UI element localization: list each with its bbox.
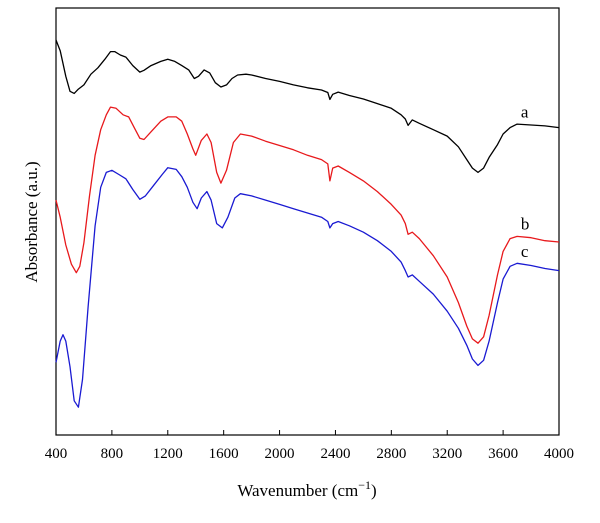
- series-label-c: c: [521, 242, 529, 261]
- x-axis-tick-labels: 400 800 1200 1600 2000 2400 2800 3200 3600 4000: [45, 446, 574, 462]
- x-tick-label: 400: [45, 446, 68, 462]
- x-tick-label: 3600: [488, 446, 518, 462]
- series-label-b: b: [521, 215, 530, 234]
- x-axis-ticks: [55, 430, 560, 435]
- x-tick-label: 800: [101, 446, 124, 462]
- y-axis-label: Absorbance (a.u.): [22, 161, 41, 282]
- plot-frame: [55, 7, 560, 436]
- x-tick-label: 2400: [320, 446, 350, 462]
- series-labels: a bc: [521, 102, 530, 260]
- series-line-c: [55, 167, 560, 408]
- series-label-a: a: [521, 102, 529, 121]
- x-axis-label-superscript: −1: [358, 478, 371, 492]
- x-axis-label: Wavenumber (cm−1): [237, 478, 376, 500]
- series-line-a: [55, 39, 560, 174]
- series-line-b: [55, 106, 560, 344]
- x-axis-label-suffix: ): [371, 481, 377, 500]
- x-axis-label-text: Wavenumber (cm: [237, 481, 358, 500]
- x-tick-label: 2800: [376, 446, 406, 462]
- x-tick-label: 3200: [432, 446, 462, 462]
- x-tick-label: 2000: [265, 446, 295, 462]
- x-tick-label: 4000: [544, 446, 574, 462]
- series-lines: [55, 39, 560, 408]
- x-tick-label: 1200: [153, 446, 183, 462]
- x-tick-label: 1600: [209, 446, 239, 462]
